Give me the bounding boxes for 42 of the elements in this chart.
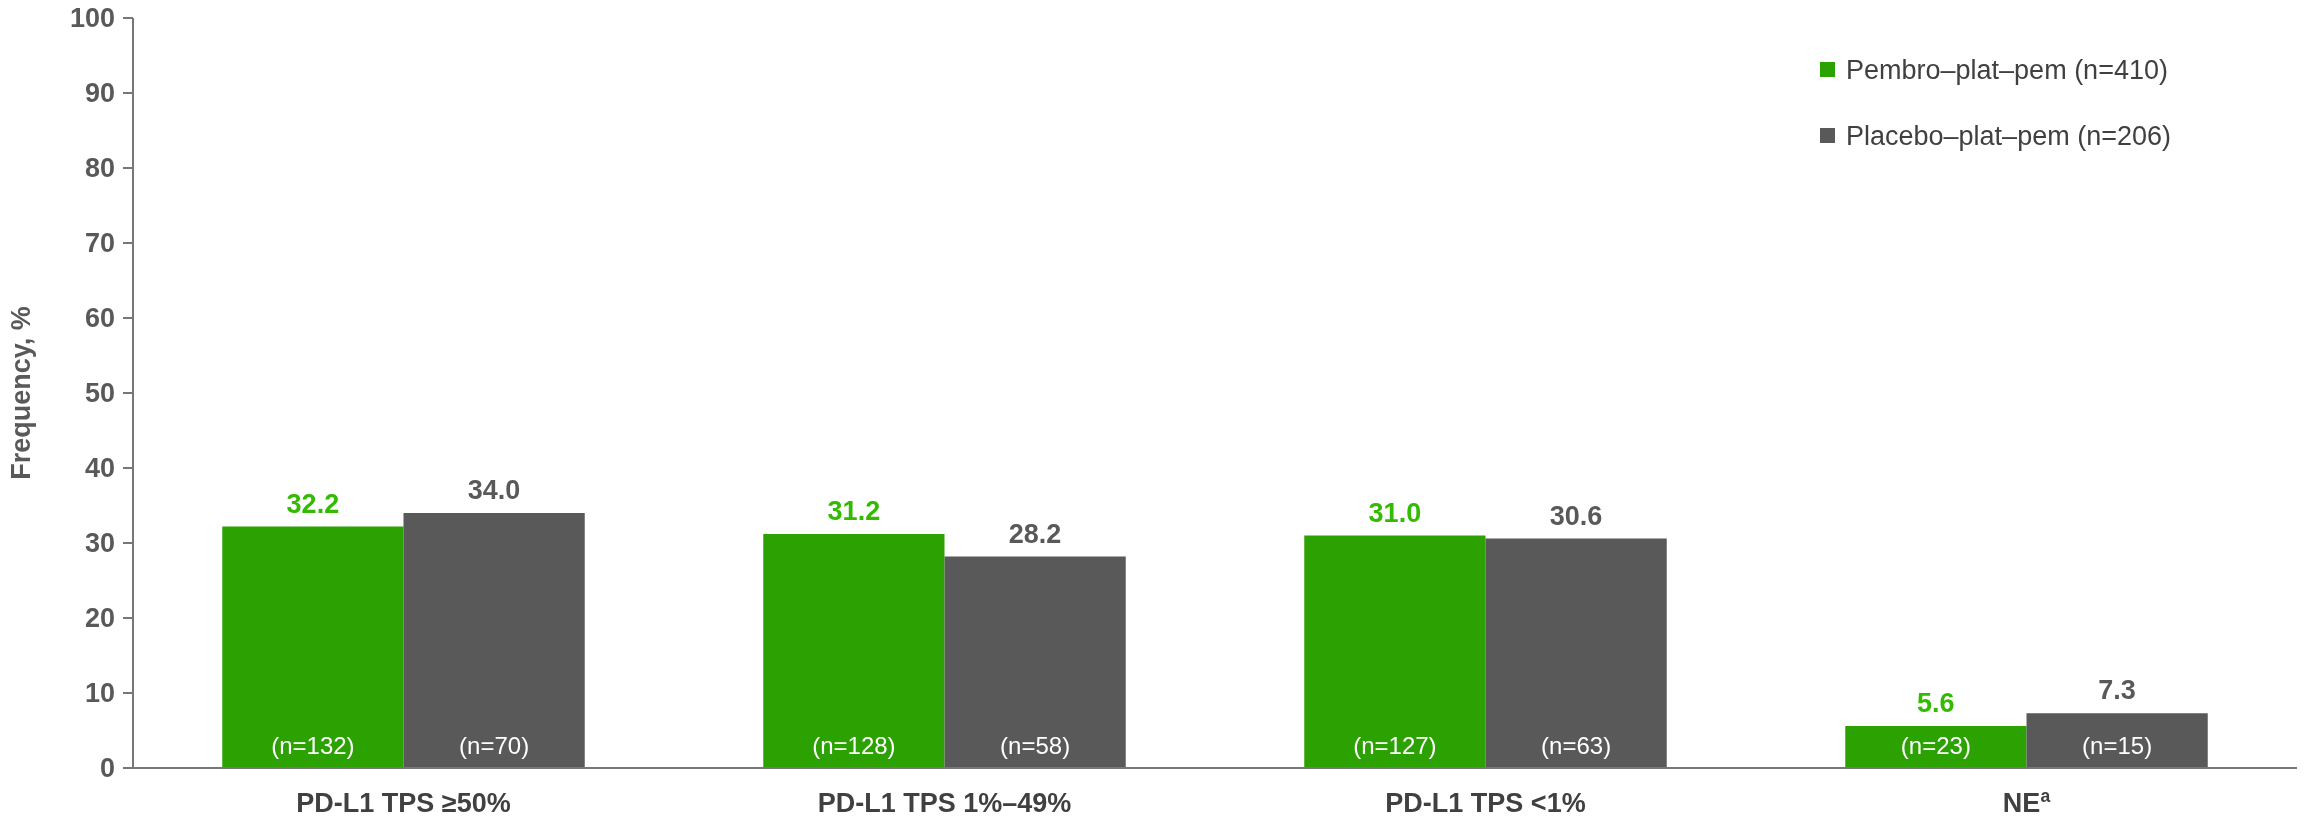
bar	[1845, 726, 2027, 768]
data-label: 5.6	[1917, 688, 1955, 718]
annotation: (n=15)	[2082, 732, 2153, 759]
y-tick-label: 30	[84, 528, 115, 559]
y-tick-label: 100	[69, 3, 115, 34]
annotation: (n=127)	[1353, 732, 1437, 759]
data-label: 7.3	[2098, 675, 2136, 706]
annotation: (n=23)	[1900, 732, 1971, 759]
annotation: (n=128)	[812, 732, 896, 759]
y-tick-label: 90	[84, 78, 115, 109]
annotation: (n=70)	[459, 732, 530, 759]
y-tick-label: 60	[84, 303, 115, 334]
y-tick-label: 10	[84, 678, 115, 709]
y-tick-label: 20	[84, 603, 115, 634]
bar	[763, 534, 945, 768]
bar	[222, 526, 404, 768]
legend-label: Pembro–plat–pem (n=410)	[1846, 55, 2168, 86]
y-tick-label: 80	[84, 153, 115, 184]
y-tick-label: 50	[84, 378, 115, 409]
bar	[944, 556, 1126, 768]
annotation: (n=63)	[1541, 732, 1612, 759]
x-tick-label: PD-L1 TPS <1%	[1385, 788, 1586, 818]
y-axis-title: Frequency, %	[6, 306, 36, 480]
x-tick-label: NE$^{a}$	[2002, 786, 2051, 818]
y-tick-label: 0	[99, 753, 115, 784]
bar	[1304, 535, 1486, 768]
x-tick-label: PD-L1 TPS 1%–49%	[817, 788, 1072, 818]
y-tick-label: 70	[84, 228, 115, 259]
x-tick-label: PD-L1 TPS ≥50%	[296, 788, 511, 818]
annotation: (n=58)	[1000, 732, 1071, 759]
bar	[403, 513, 585, 768]
y-tick-label: 40	[84, 453, 115, 484]
annotation: (n=132)	[271, 732, 355, 759]
data-label: 28.2	[1008, 518, 1062, 549]
bar	[2026, 713, 2208, 768]
data-label: 34.0	[467, 475, 521, 505]
data-label: 31.2	[827, 496, 881, 526]
data-label: 31.0	[1368, 497, 1422, 528]
legend-label: Placebo–plat–pem (n=206)	[1846, 121, 2171, 152]
data-label: 30.6	[1549, 500, 1603, 531]
bar	[1485, 538, 1667, 768]
data-label: 32.2	[286, 488, 340, 519]
